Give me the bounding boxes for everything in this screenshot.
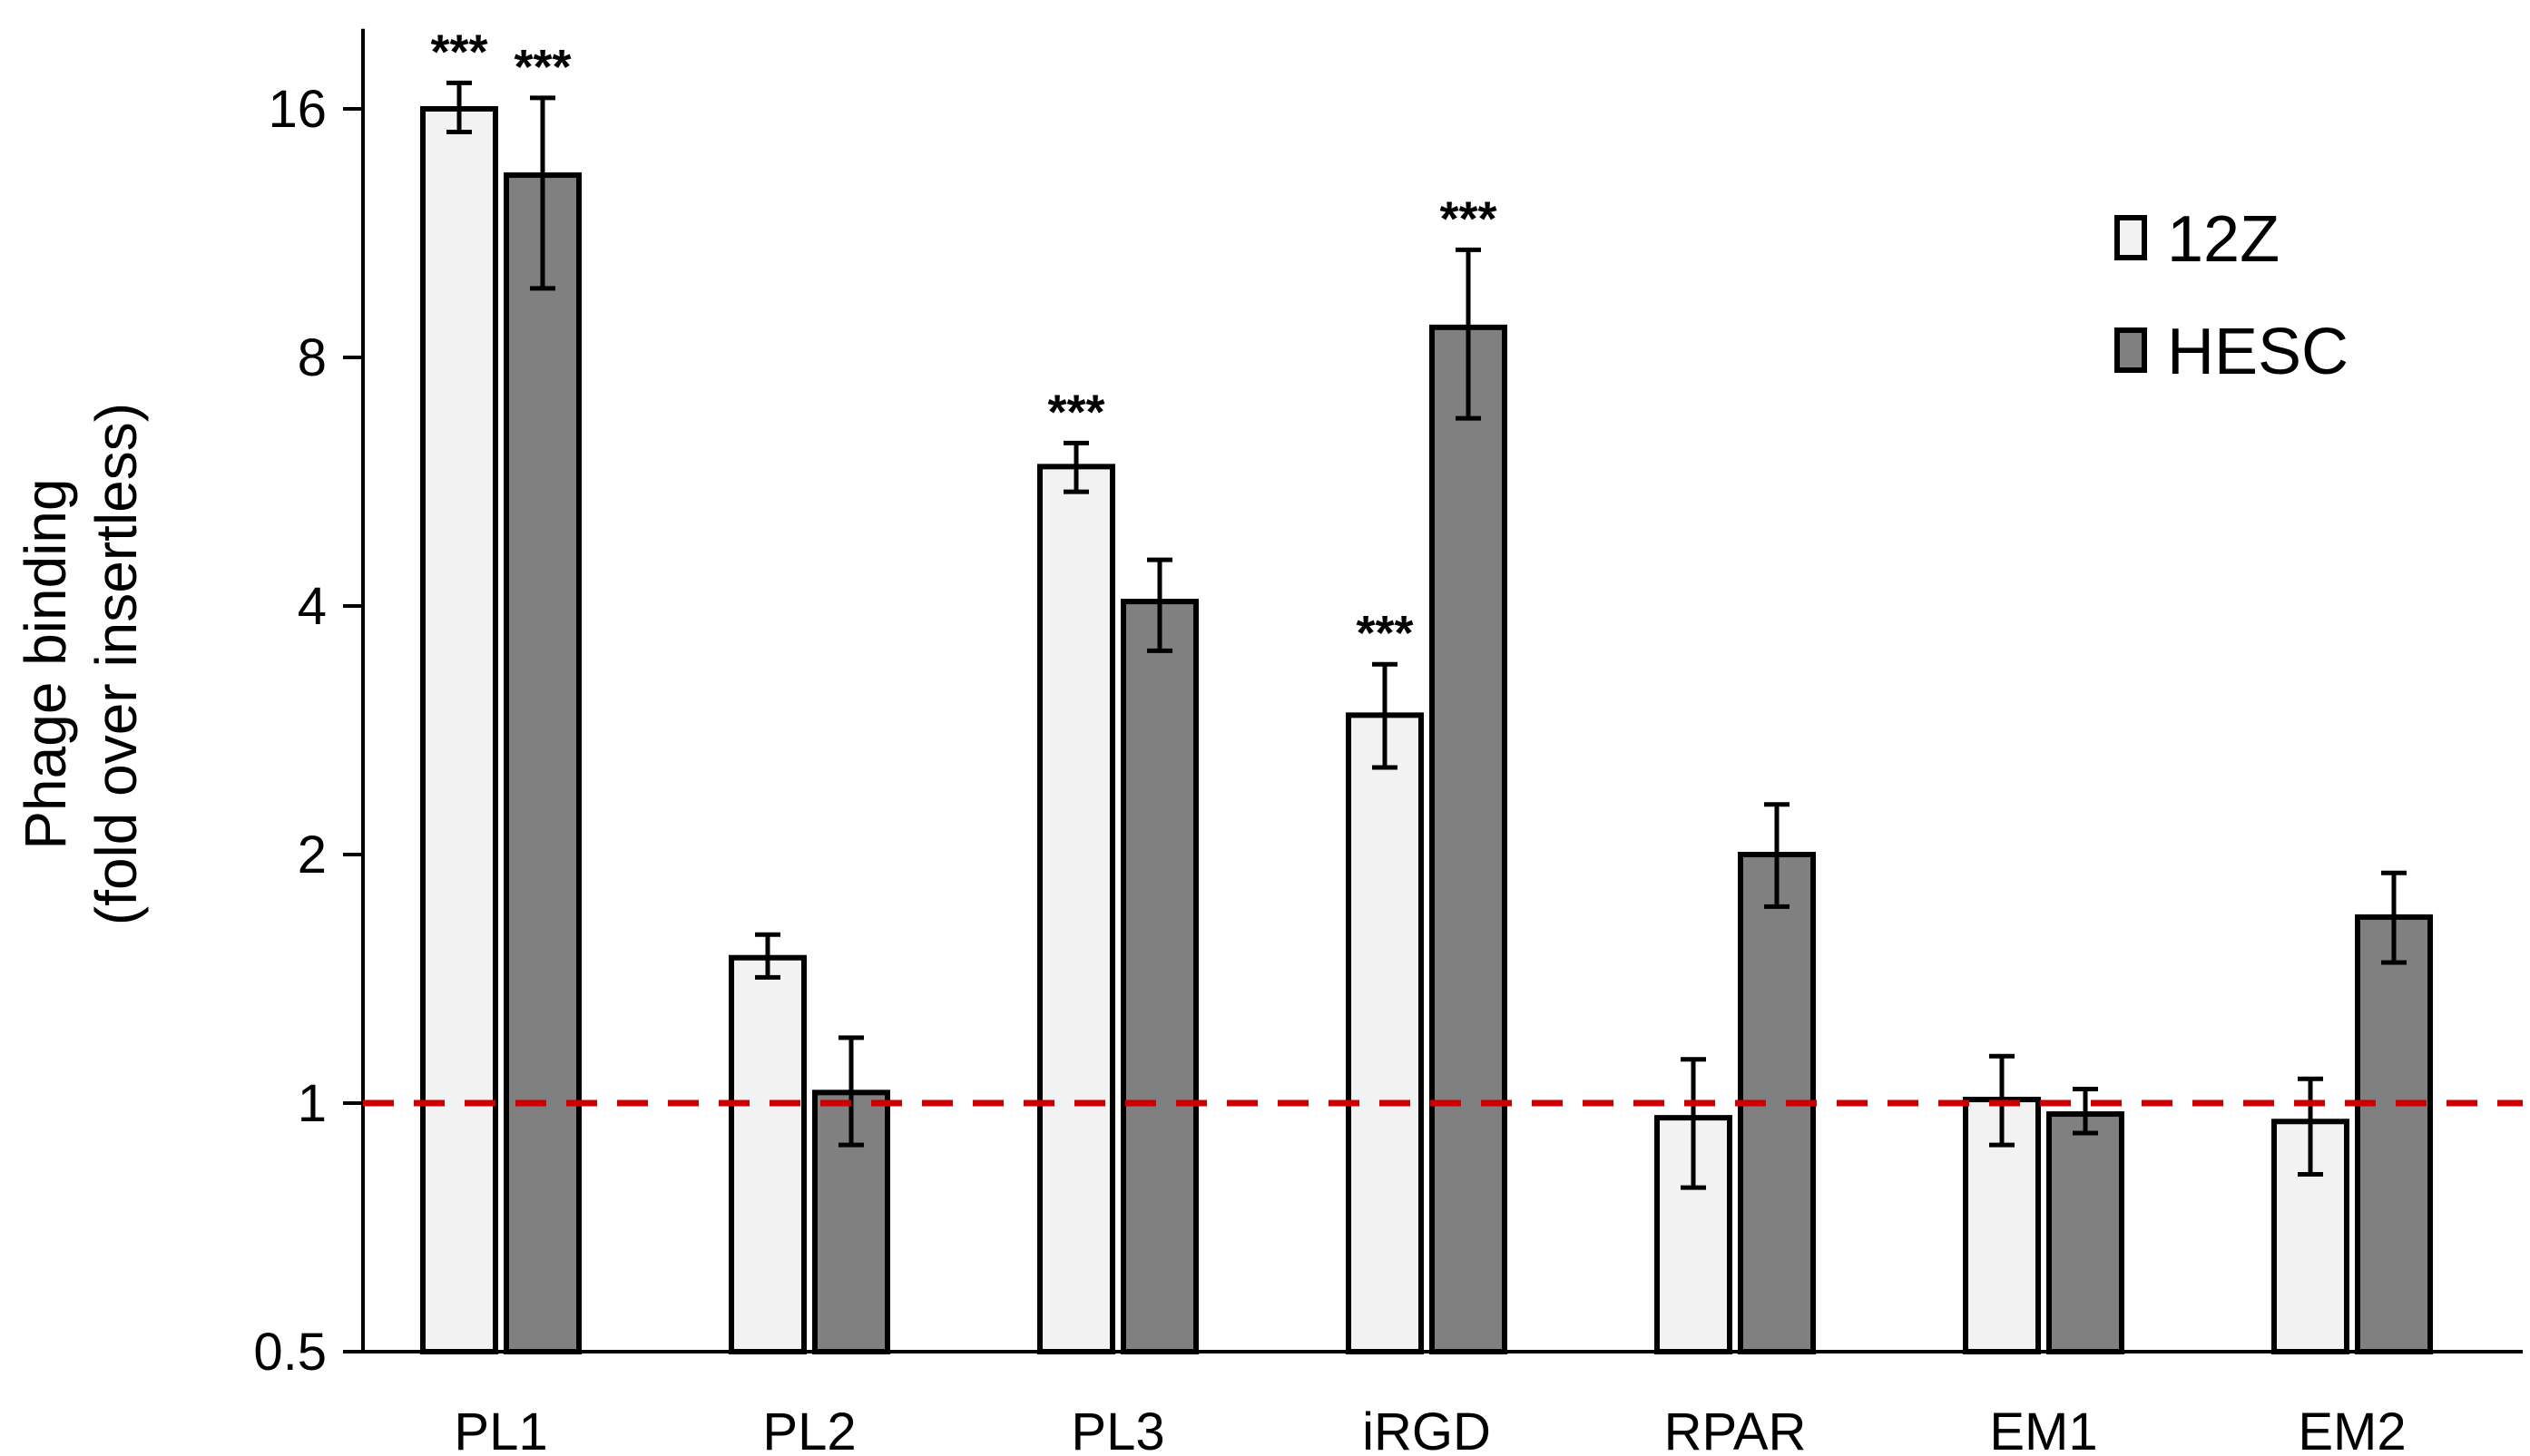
legend: 12Z HESC	[2114, 203, 2349, 388]
bar-12z-pl2	[729, 954, 807, 1354]
x-category-label: PL2	[762, 1402, 856, 1456]
significance-mark: ***	[514, 40, 571, 94]
y-tick-label: 0.5	[253, 1323, 327, 1382]
y-axis: 0.5 1 2 4 8 16	[253, 28, 365, 1382]
bar-hesc-pl3	[1121, 599, 1199, 1354]
y-tick-label: 8	[298, 328, 327, 387]
x-category-label: EM1	[1989, 1402, 2097, 1456]
bar-12z-pl3	[1037, 464, 1115, 1354]
x-category-label: EM2	[2298, 1402, 2406, 1456]
y-tick-label: 16	[268, 80, 327, 139]
significance-mark: ***	[1047, 385, 1104, 439]
significance-mark: ***	[1356, 606, 1413, 660]
x-category-label: iRGD	[1362, 1402, 1491, 1456]
legend-swatch-12z	[2114, 215, 2147, 260]
y-axis-title-line1: Phage binding	[13, 478, 78, 849]
legend-swatch-hesc	[2114, 327, 2147, 373]
bar-12z-pl1	[420, 106, 498, 1354]
bar-hesc-em2	[2355, 914, 2433, 1354]
y-axis-title: Phage binding (fold over insertless)	[13, 403, 149, 925]
bar-12z-irgd	[1346, 712, 1424, 1354]
bar-hesc-em1	[2046, 1111, 2124, 1355]
y-axis-title-line2: (fold over insertless)	[83, 403, 149, 925]
x-category-label: RPAR	[1664, 1402, 1807, 1456]
bar-hesc-pl1	[504, 172, 582, 1354]
y-tick-label: 2	[298, 826, 327, 884]
bar-12z-em2	[2271, 1119, 2349, 1354]
legend-label-12z: 12Z	[2167, 203, 2280, 276]
x-category-label: PL1	[454, 1402, 547, 1456]
legend-label-hesc: HESC	[2167, 316, 2349, 388]
significance-mark: ***	[1439, 191, 1496, 246]
significance-mark: ***	[430, 24, 487, 79]
bar-hesc-irgd	[1429, 324, 1507, 1354]
y-tick-label: 4	[298, 577, 327, 636]
y-tick-label: 1	[298, 1074, 327, 1133]
x-axis: PL1 PL2 PL3 iRGD RPAR EM1 EM2	[363, 1350, 2523, 1456]
x-category-label: PL3	[1071, 1402, 1164, 1456]
